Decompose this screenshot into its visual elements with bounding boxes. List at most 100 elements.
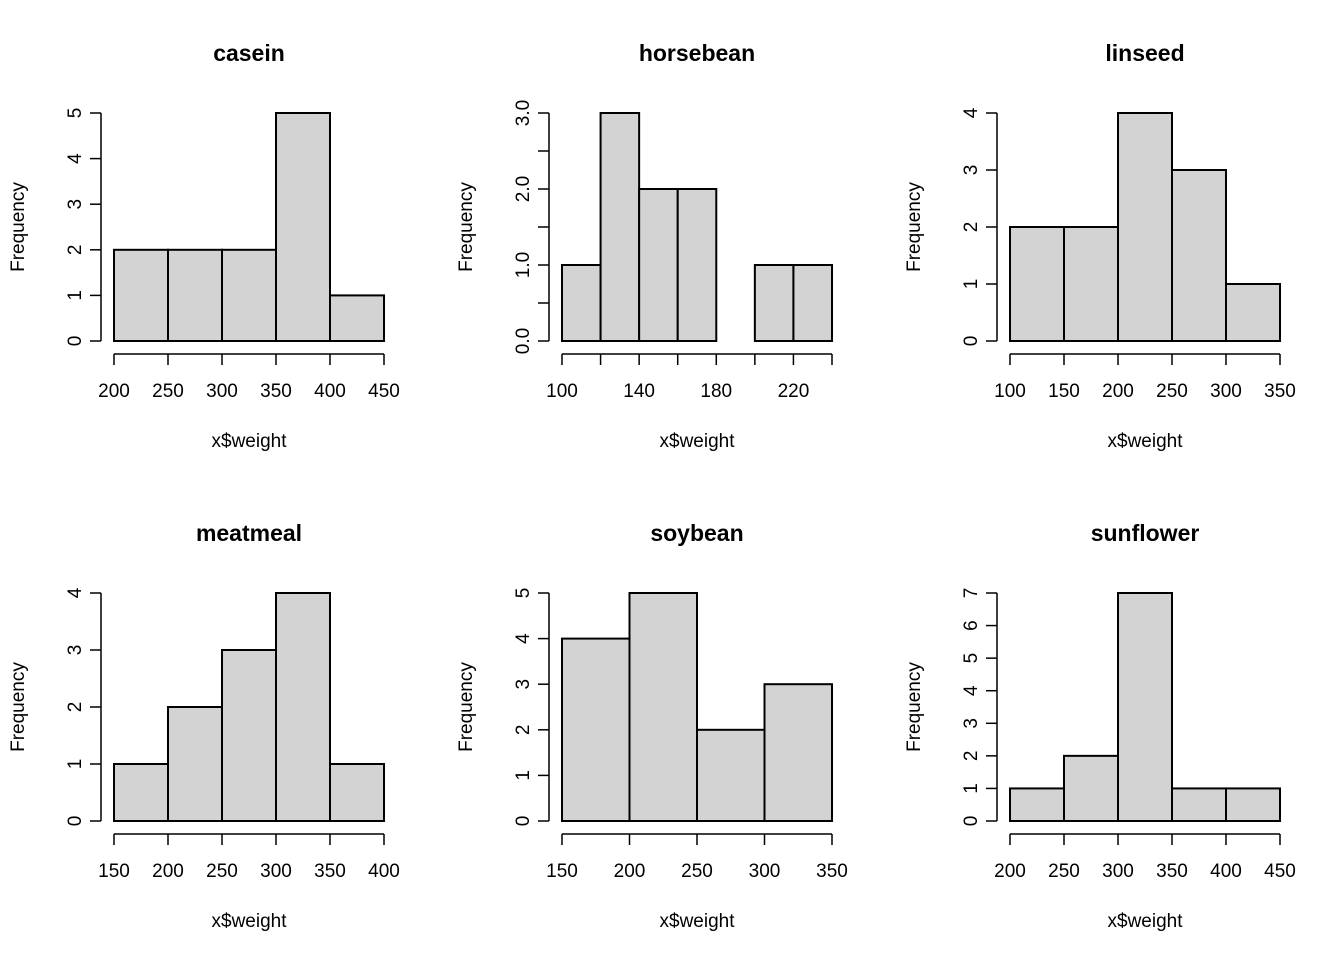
- panel-linseed-y-tick-label: 1: [961, 279, 982, 290]
- panel-sunflower-bar: [1171, 787, 1227, 823]
- panel-sunflower-y-tick-label: 4: [961, 685, 982, 696]
- panel-horsebean-x-axis-title: x$weight: [660, 431, 736, 452]
- panel-linseed-x-tick-label: 100: [994, 381, 1026, 402]
- panel-sunflower-title: sunflower: [1091, 520, 1200, 546]
- panel-soybean-bar: [561, 637, 631, 822]
- panel-horsebean-x-tick-label: 220: [778, 381, 810, 402]
- panel-horsebean-bar: [638, 188, 679, 342]
- panel-linseed-y-tick-label: 2: [961, 222, 982, 233]
- panel-soybean-y-tick-label: 3: [513, 679, 534, 690]
- panel-meatmeal-y-tick-label: 4: [65, 587, 86, 598]
- panel-horsebean-y-tick-label: 0.0: [513, 328, 534, 354]
- panel-soybean-x-tick-label: 350: [816, 861, 848, 882]
- panel-horsebean-y-axis-title: Frequency: [456, 182, 477, 272]
- panel-casein-x-tick-label: 250: [152, 381, 184, 402]
- panel-soybean-x-axis-title: x$weight: [660, 911, 736, 932]
- panel-casein-y-tick-label: 2: [65, 245, 86, 256]
- panel-casein-bar: [113, 248, 169, 342]
- panel-casein-y-tick-label: 0: [65, 336, 86, 347]
- panel-meatmeal-y-tick-label: 3: [65, 645, 86, 656]
- panel-casein-bar: [275, 112, 331, 342]
- panel-sunflower-y-tick-label: 6: [961, 620, 982, 631]
- panel-casein-x-axis-title: x$weight: [212, 431, 288, 452]
- panel-meatmeal-x-tick-label: 150: [98, 861, 130, 882]
- panel-casein-title: casein: [213, 40, 285, 66]
- panel-linseed-bar: [1063, 226, 1119, 342]
- panel-linseed-bar: [1009, 226, 1065, 342]
- panel-soybean-y-tick-label: 1: [513, 770, 534, 781]
- panel-horsebean-bar: [792, 264, 834, 342]
- panel-horsebean: horsebean 0.0 1.0 2.0 3.0 100 140 180 220 x$weigh…: [456, 40, 834, 452]
- panel-soybean-x-tick-label: 150: [546, 861, 578, 882]
- panel-horsebean-x-tick-label: 140: [623, 381, 655, 402]
- panel-linseed-x-tick-label: 150: [1048, 381, 1080, 402]
- panel-sunflower-x-axis-title: x$weight: [1108, 911, 1184, 932]
- panel-sunflower-y-tick-label: 1: [961, 783, 982, 794]
- panel-sunflower-bar: [1009, 787, 1065, 823]
- panel-sunflower-bar: [1225, 787, 1281, 823]
- panel-meatmeal-title: meatmeal: [196, 520, 302, 546]
- panel-linseed-bar: [1117, 112, 1173, 342]
- panel-linseed-x-tick-label: 350: [1264, 381, 1296, 402]
- panel-horsebean-x-tick-label: 180: [700, 381, 732, 402]
- panel-casein-y-tick-label: 4: [65, 153, 86, 164]
- panel-casein-x-tick-label: 300: [206, 381, 238, 402]
- panel-linseed: linseed 0 1 2 3 4 100 150 200 250 300 350 x$weight Fr…: [904, 40, 1296, 452]
- panel-linseed-x-axis-title: x$weight: [1108, 431, 1184, 452]
- panel-horsebean-y-tick-label: 2.0: [513, 176, 534, 202]
- panel-meatmeal-x-tick-label: 350: [314, 861, 346, 882]
- panel-sunflower-x-tick-label: 250: [1048, 861, 1080, 882]
- panel-meatmeal-x-tick-label: 400: [368, 861, 400, 882]
- panel-linseed-x-tick-label: 250: [1156, 381, 1188, 402]
- panel-sunflower-y-tick-label: 5: [961, 653, 982, 664]
- panel-casein-x-tick-label: 350: [260, 381, 292, 402]
- panel-sunflower-x-tick-label: 300: [1102, 861, 1134, 882]
- panel-sunflower-y-axis-title: Frequency: [904, 662, 925, 752]
- panel-sunflower-y-tick-label: 7: [961, 588, 982, 599]
- panel-meatmeal-bar: [113, 763, 169, 822]
- panel-casein-bar: [167, 248, 223, 342]
- panel-meatmeal-x-tick-label: 250: [206, 861, 238, 882]
- panel-horsebean-y-tick-label: 3.0: [513, 100, 534, 126]
- panel-sunflower-bar: [1117, 592, 1173, 822]
- panel-casein: casein 0 1 2 3 4 5 200 250 300 350 400 450 x$weight Fr…: [8, 40, 400, 452]
- panel-meatmeal-x-tick-label: 300: [260, 861, 292, 882]
- panel-casein-y-tick-label: 5: [65, 108, 86, 119]
- panel-meatmeal-y-tick-label: 0: [65, 816, 86, 827]
- panel-meatmeal-bar: [275, 592, 331, 822]
- panel-linseed-bar: [1225, 283, 1281, 342]
- panel-sunflower-y-tick-label: 0: [961, 816, 982, 827]
- panel-sunflower-y-tick-label: 2: [961, 751, 982, 762]
- panel-soybean-y-tick-label: 0: [513, 816, 534, 827]
- panel-casein-x-tick-label: 400: [314, 381, 346, 402]
- panel-sunflower: sunflower 0 1 2 3 4 5 6 7 200 250 300 350 400 450 x$wei…: [904, 520, 1296, 932]
- panel-meatmeal-y-tick-label: 2: [65, 702, 86, 713]
- panel-casein-bar: [221, 248, 277, 342]
- panel-meatmeal-bar: [221, 649, 277, 822]
- panel-linseed-y-tick-label: 3: [961, 165, 982, 176]
- panel-casein-y-tick-label: 1: [65, 290, 86, 301]
- panel-casein-x-tick-label: 450: [368, 381, 400, 402]
- panel-soybean-bar: [696, 728, 766, 822]
- panel-soybean-y-tick-label: 2: [513, 725, 534, 736]
- panel-linseed-title: linseed: [1105, 40, 1184, 66]
- panel-horsebean-x-tick-label: 100: [546, 381, 578, 402]
- panel-meatmeal: meatmeal 0 1 2 3 4 150 200 250 300 350 400 x$weight F…: [8, 520, 400, 932]
- panel-horsebean-bar: [753, 264, 795, 342]
- panel-horsebean-bar: [599, 112, 641, 342]
- panel-casein-y-axis-title: Frequency: [8, 182, 29, 272]
- panel-soybean-y-tick-label: 4: [513, 633, 534, 644]
- panel-sunflower-x-tick-label: 450: [1264, 861, 1296, 882]
- panel-linseed-y-tick-label: 0: [961, 336, 982, 347]
- panel-soybean-x-tick-label: 200: [614, 861, 646, 882]
- panel-sunflower-bar: [1063, 754, 1119, 822]
- panel-linseed-bar: [1171, 169, 1227, 342]
- panel-linseed-y-axis-title: Frequency: [904, 182, 925, 272]
- panel-linseed-x-tick-label: 300: [1210, 381, 1242, 402]
- panel-sunflower-x-tick-label: 200: [994, 861, 1026, 882]
- panel-horsebean-bar: [561, 264, 602, 342]
- panel-meatmeal-x-axis-title: x$weight: [212, 911, 288, 932]
- panel-soybean-bar: [763, 683, 833, 823]
